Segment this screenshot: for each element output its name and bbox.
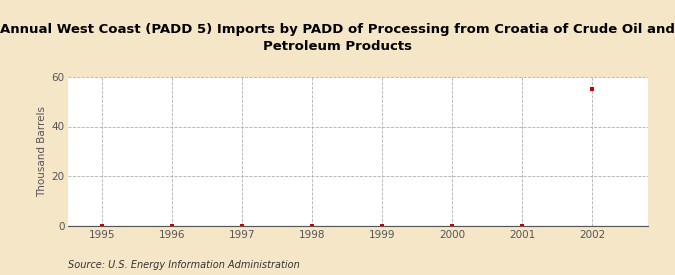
Text: Annual West Coast (PADD 5) Imports by PADD of Processing from Croatia of Crude O: Annual West Coast (PADD 5) Imports by PA… [0, 23, 675, 54]
Text: Source: U.S. Energy Information Administration: Source: U.S. Energy Information Administ… [68, 260, 299, 270]
Y-axis label: Thousand Barrels: Thousand Barrels [37, 106, 47, 197]
